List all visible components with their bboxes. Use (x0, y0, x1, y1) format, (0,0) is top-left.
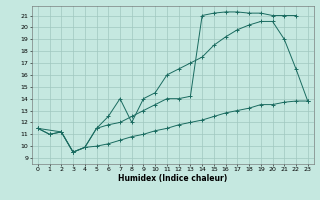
X-axis label: Humidex (Indice chaleur): Humidex (Indice chaleur) (118, 174, 228, 183)
